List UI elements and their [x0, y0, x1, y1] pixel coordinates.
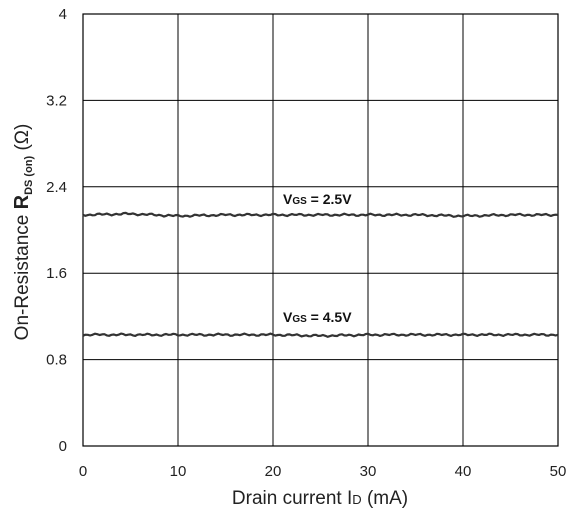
series-line-2	[82, 332, 559, 338]
x-tick-label: 20	[265, 463, 282, 480]
annotation-vgs-4-5v: VGS = 4.5V	[283, 309, 352, 325]
x-axis-title: Drain current ID (mA)	[232, 488, 408, 509]
plot-frame	[82, 13, 559, 447]
annotation-vgs-2-5v: VGS = 2.5V	[283, 191, 352, 207]
x-tick-label: 10	[170, 463, 187, 480]
y-tick-label: 0	[59, 438, 67, 455]
y-tick-label: 2.4	[46, 179, 67, 196]
y-tick-labels: 0 0.8 1.6 2.4 3.2 4	[46, 6, 67, 455]
y-axis-title: On-Resistance RDS (on) (Ω)	[11, 124, 35, 341]
series-line-1	[82, 211, 559, 218]
x-tick-label: 0	[79, 463, 87, 480]
x-tick-label: 40	[455, 463, 472, 480]
y-tick-label: 3.2	[46, 92, 67, 109]
grid-lines	[82, 13, 559, 447]
y-tick-label: 0.8	[46, 352, 67, 369]
x-tick-labels: 0 10 20 30 40 50	[79, 463, 567, 480]
x-tick-label: 30	[360, 463, 377, 480]
y-tick-label: 4	[59, 6, 67, 23]
y-tick-label: 1.6	[46, 265, 67, 282]
x-tick-label: 50	[550, 463, 567, 480]
series-lines	[82, 211, 559, 338]
